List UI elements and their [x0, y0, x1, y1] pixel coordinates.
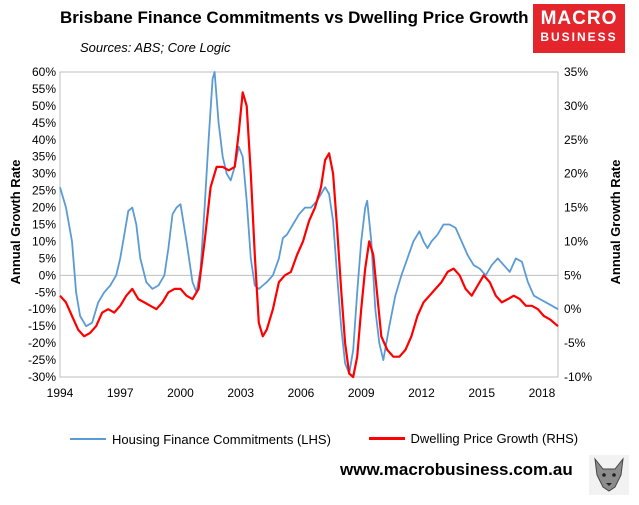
macro-business-logo[interactable]: MACRO BUSINESS	[533, 4, 625, 53]
y-left-tick-label: -10%	[28, 302, 56, 316]
y-left-tick-label: 5%	[39, 251, 57, 265]
legend-item-finance: Housing Finance Commitments (LHS)	[70, 432, 331, 447]
x-tick-label: 2003	[227, 386, 254, 400]
y-right-tick-label: 5%	[564, 268, 582, 282]
x-tick-label: 1994	[47, 386, 74, 400]
y-right-tick-label: 0%	[564, 302, 582, 316]
y-right-tick-label: 30%	[564, 99, 588, 113]
y-left-tick-label: 45%	[32, 116, 56, 130]
y-left-tick-label: -25%	[28, 353, 56, 367]
website-link[interactable]: www.macrobusiness.com.au	[340, 460, 573, 479]
y-left-tick-label: 0%	[39, 268, 57, 282]
logo-line-2: BUSINESS	[540, 30, 618, 44]
y-left-tick-label: 40%	[32, 133, 56, 147]
y-left-tick-label: -20%	[28, 336, 56, 350]
y-left-tick-label: 25%	[32, 184, 56, 198]
y-right-tick-label: 10%	[564, 234, 588, 248]
x-tick-label: 2018	[529, 386, 556, 400]
series-line-dwelling-price-growth	[59, 91, 559, 379]
y-right-axis-title: Annual Growth Rate	[608, 160, 623, 285]
y-left-tick-label: -15%	[28, 319, 56, 333]
x-tick-label: 2000	[167, 386, 194, 400]
chart-subtitle: Sources: ABS; Core Logic	[80, 40, 231, 55]
y-left-tick-label: 35%	[32, 150, 56, 164]
y-left-tick-label: 20%	[32, 201, 56, 215]
y-left-tick-label: 10%	[32, 234, 56, 248]
chart-legend: Housing Finance Commitments (LHS) Dwelli…	[70, 428, 612, 447]
chart-title: Brisbane Finance Commitments vs Dwelling…	[60, 8, 529, 27]
legend-swatch-price	[368, 437, 405, 440]
y-right-tick-label: 20%	[564, 167, 588, 181]
y-right-tick-label: -10%	[564, 370, 592, 384]
x-tick-label: 2012	[408, 386, 435, 400]
x-tick-label: 2009	[348, 386, 375, 400]
x-tick-label: 1997	[107, 386, 134, 400]
y-left-tick-label: -5%	[35, 285, 57, 299]
y-left-tick-label: 60%	[32, 65, 56, 79]
x-tick-label: 2015	[468, 386, 495, 400]
legend-label-price: Dwelling Price Growth (RHS)	[410, 431, 579, 446]
legend-item-price: Dwelling Price Growth (RHS)	[368, 431, 579, 446]
y-left-tick-label: 30%	[32, 167, 56, 181]
legend-label-finance: Housing Finance Commitments (LHS)	[112, 431, 331, 447]
y-right-tick-label: 15%	[564, 201, 588, 215]
y-right-tick-label: 25%	[564, 133, 588, 147]
legend-swatch-finance	[70, 438, 106, 440]
y-left-tick-label: -30%	[28, 370, 56, 384]
y-right-tick-label: -5%	[564, 336, 586, 350]
wolf-mascot-icon	[589, 455, 629, 495]
y-right-tick-label: 35%	[564, 65, 588, 79]
logo-line-1: MACRO	[540, 8, 618, 29]
y-left-tick-label: 50%	[32, 99, 56, 113]
plot-area-border	[59, 71, 559, 378]
y-left-axis-title: Annual Growth Rate	[8, 160, 23, 285]
y-left-tick-label: 15%	[32, 218, 56, 232]
x-tick-label: 2006	[288, 386, 315, 400]
y-left-tick-label: 55%	[32, 82, 56, 96]
series-line-finance-commitments	[59, 71, 559, 375]
